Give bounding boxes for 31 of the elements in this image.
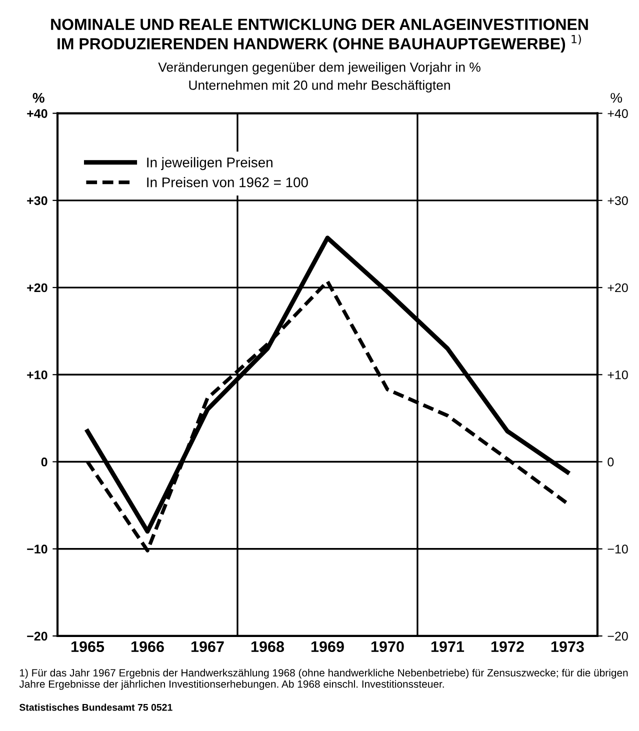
x-tick-label: 1973 (551, 641, 584, 652)
x-tick-label: 1969 (311, 641, 344, 652)
x-tick-label: 1968 (251, 641, 284, 652)
y2-axis-title: % (610, 92, 622, 103)
x-tick-label: 1970 (371, 641, 404, 652)
y-tick-label: +20 (27, 283, 48, 292)
y2-tick-label: +40 (608, 109, 628, 118)
y-tick-label: +30 (27, 196, 48, 206)
y2-tick-label: 0 (608, 458, 614, 466)
y2-tick-label: +10 (608, 370, 628, 380)
x-tick-label: 1971 (431, 641, 464, 652)
y-tick-label: −10 (27, 544, 48, 554)
y2-tick-label: −10 (608, 544, 628, 554)
text: Statistisches Bundesamt 75 0521 (19, 704, 172, 711)
y-tick-label: 0 (41, 458, 48, 466)
x-tick-label: 1966 (131, 641, 164, 652)
x-tick-label: 1965 (71, 641, 104, 652)
x-tick-label: 1972 (491, 641, 524, 652)
y-axis-title: % (32, 92, 44, 103)
legend-label: In jeweiligen Preisen (147, 157, 272, 170)
chart-title: NOMINALE UND REALE ENTWICKLUNG DER ANLAGEINVESTITIONEN IM PRODUZIERENDEN HANDWERK (OHNE BAUHAUPTGEWERBE) $^{1)}$ (51, 18, 588, 53)
y2-tick-label: +20 (608, 283, 628, 292)
y-tick-label: −20 (27, 632, 48, 641)
text: 1) Für das Jahr 1967 Ergebnis der Handwerkszählung 1968 (ohne handwerkliche Nebenbetriebe) für Zensuszwecke; für die übrigen Jahre Ergebnisse der jährlichen Investitionserhebungen. Ab 1968 einschl. Investitionssteuer. (19, 668, 628, 690)
y-tick-label: +10 (27, 370, 48, 380)
y-tick-label: +40 (27, 109, 48, 118)
y2-tick-label: +30 (608, 196, 628, 206)
legend-label: In Preisen von 1962 = 100 (147, 177, 308, 188)
x-tick-label: 1967 (191, 641, 224, 652)
chart-subtitle: Veränderungen gegenüber dem jeweiligen Vorjahr in % Unternehmen mit 20 und mehr Beschäftigten (158, 62, 480, 92)
y2-tick-label: −20 (608, 632, 628, 641)
